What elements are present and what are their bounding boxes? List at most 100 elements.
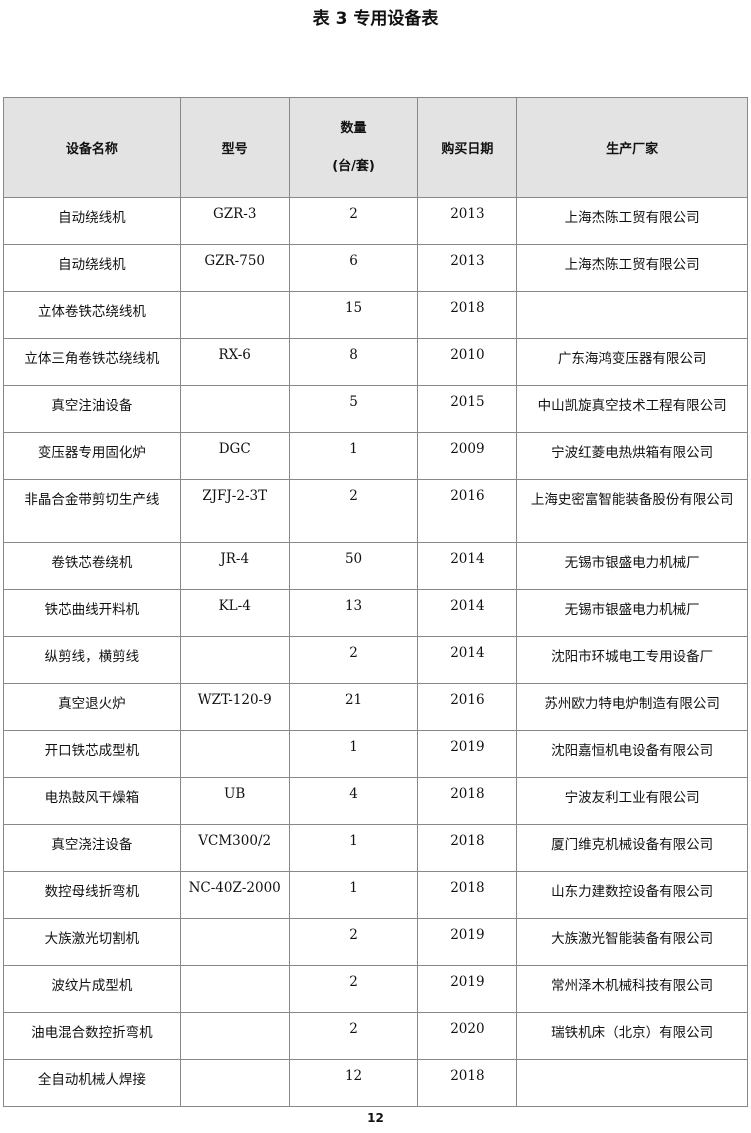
table-row: 全自动机械人焊接 12 2018 <box>3 1059 748 1107</box>
cell-qty: 6 <box>288 244 419 292</box>
cell-date: 2014 <box>417 636 518 684</box>
table-row: 真空注油设备 5 2015 中山凯旋真空技术工程有限公司 <box>3 385 748 433</box>
header-qty-line2: (台/套) <box>332 158 375 174</box>
cell-name: 纵剪线，横剪线 <box>3 636 181 684</box>
header-date: 购买日期 <box>417 97 518 198</box>
cell-maker: 上海杰陈工贸有限公司 <box>516 244 748 292</box>
header-qty: 数量 (台/套) <box>288 97 419 198</box>
cell-maker: 广东海鸿变压器有限公司 <box>516 338 748 386</box>
cell-name: 全自动机械人焊接 <box>3 1059 181 1107</box>
cell-qty: 2 <box>288 197 419 245</box>
cell-date: 2018 <box>417 871 518 919</box>
cell-date: 2016 <box>417 683 518 731</box>
cell-model <box>179 291 290 339</box>
cell-maker: 沈阳市环城电工专用设备厂 <box>516 636 748 684</box>
cell-name: 大族激光切割机 <box>3 918 181 966</box>
cell-maker: 苏州欧力特电炉制造有限公司 <box>516 683 748 731</box>
cell-name: 自动绕线机 <box>3 244 181 292</box>
cell-qty: 21 <box>288 683 419 731</box>
cell-model: KL-4 <box>179 589 290 637</box>
cell-qty: 1 <box>288 730 419 778</box>
table-row: 变压器专用固化炉 DGC 1 2009 宁波红菱电热烘箱有限公司 <box>3 432 748 480</box>
cell-name: 电热鼓风干燥箱 <box>3 777 181 825</box>
cell-qty: 2 <box>288 1012 419 1060</box>
cell-name: 开口铁芯成型机 <box>3 730 181 778</box>
cell-date: 2018 <box>417 1059 518 1107</box>
table-row: 自动绕线机 GZR-3 2 2013 上海杰陈工贸有限公司 <box>3 197 748 245</box>
cell-maker: 上海杰陈工贸有限公司 <box>516 197 748 245</box>
cell-maker: 无锡市银盛电力机械厂 <box>516 589 748 637</box>
table-row: 自动绕线机 GZR-750 6 2013 上海杰陈工贸有限公司 <box>3 244 748 292</box>
cell-qty: 2 <box>288 965 419 1013</box>
table-title: 表 3 专用设备表 <box>312 9 439 29</box>
cell-date: 2016 <box>417 479 518 543</box>
table-row: 大族激光切割机 2 2019 大族激光智能装备有限公司 <box>3 918 748 966</box>
cell-model: GZR-3 <box>179 197 290 245</box>
cell-model: GZR-750 <box>179 244 290 292</box>
cell-qty: 15 <box>288 291 419 339</box>
cell-model <box>179 385 290 433</box>
cell-maker: 宁波友利工业有限公司 <box>516 777 748 825</box>
cell-model: JR-4 <box>179 542 290 590</box>
table-row: 铁芯曲线开料机 KL-4 13 2014 无锡市银盛电力机械厂 <box>3 589 748 637</box>
header-maker: 生产厂家 <box>516 97 748 198</box>
cell-qty: 1 <box>288 871 419 919</box>
cell-date: 2010 <box>417 338 518 386</box>
cell-name: 真空注油设备 <box>3 385 181 433</box>
cell-name: 油电混合数控折弯机 <box>3 1012 181 1060</box>
page-number: 12 <box>367 1111 384 1125</box>
table-row: 卷铁芯卷绕机 JR-4 50 2014 无锡市银盛电力机械厂 <box>3 542 748 590</box>
table-row: 纵剪线，横剪线 2 2014 沈阳市环城电工专用设备厂 <box>3 636 748 684</box>
cell-model: UB <box>179 777 290 825</box>
cell-model <box>179 636 290 684</box>
cell-qty: 4 <box>288 777 419 825</box>
header-model: 型号 <box>179 97 290 198</box>
cell-qty: 50 <box>288 542 419 590</box>
cell-date: 2018 <box>417 291 518 339</box>
header-name: 设备名称 <box>3 97 181 198</box>
table-row: 数控母线折弯机 NC-40Z-2000 1 2018 山东力建数控设备有限公司 <box>3 871 748 919</box>
cell-model: ZJFJ-2-3T <box>179 479 290 543</box>
equipment-table: 设备名称 型号 数量 (台/套) 购买日期 生产厂家 自动绕线机 GZR-3 2 201… <box>3 97 748 1107</box>
cell-maker: 常州泽木机械科技有限公司 <box>516 965 748 1013</box>
cell-date: 2018 <box>417 824 518 872</box>
cell-date: 2019 <box>417 965 518 1013</box>
cell-date: 2014 <box>417 542 518 590</box>
cell-maker: 无锡市银盛电力机械厂 <box>516 542 748 590</box>
cell-qty: 2 <box>288 918 419 966</box>
cell-maker: 大族激光智能装备有限公司 <box>516 918 748 966</box>
cell-model: WZT-120-9 <box>179 683 290 731</box>
cell-date: 2009 <box>417 432 518 480</box>
cell-model <box>179 918 290 966</box>
cell-qty: 2 <box>288 479 419 543</box>
cell-qty: 5 <box>288 385 419 433</box>
cell-qty: 2 <box>288 636 419 684</box>
table-row: 电热鼓风干燥箱 UB 4 2018 宁波友利工业有限公司 <box>3 777 748 825</box>
cell-name: 铁芯曲线开料机 <box>3 589 181 637</box>
cell-name: 数控母线折弯机 <box>3 871 181 919</box>
table-row: 真空浇注设备 VCM300/2 1 2018 厦门维克机械设备有限公司 <box>3 824 748 872</box>
cell-date: 2013 <box>417 244 518 292</box>
cell-name: 波纹片成型机 <box>3 965 181 1013</box>
table-row: 立体卷铁芯绕线机 15 2018 <box>3 291 748 339</box>
header-row: 设备名称 型号 数量 (台/套) 购买日期 生产厂家 <box>3 97 748 198</box>
cell-name: 卷铁芯卷绕机 <box>3 542 181 590</box>
cell-name: 立体卷铁芯绕线机 <box>3 291 181 339</box>
cell-qty: 13 <box>288 589 419 637</box>
cell-maker: 宁波红菱电热烘箱有限公司 <box>516 432 748 480</box>
table-row: 开口铁芯成型机 1 2019 沈阳嘉恒机电设备有限公司 <box>3 730 748 778</box>
cell-model <box>179 1059 290 1107</box>
table-row: 真空退火炉 WZT-120-9 21 2016 苏州欧力特电炉制造有限公司 <box>3 683 748 731</box>
cell-model: NC-40Z-2000 <box>179 871 290 919</box>
cell-name: 真空退火炉 <box>3 683 181 731</box>
cell-qty: 12 <box>288 1059 419 1107</box>
cell-model: VCM300/2 <box>179 824 290 872</box>
cell-maker: 沈阳嘉恒机电设备有限公司 <box>516 730 748 778</box>
cell-name: 非晶合金带剪切生产线 <box>3 479 181 543</box>
table-row: 非晶合金带剪切生产线 ZJFJ-2-3T 2 2016 上海史密富智能装备股份有限公司 <box>3 479 748 543</box>
cell-qty: 8 <box>288 338 419 386</box>
cell-date: 2015 <box>417 385 518 433</box>
cell-date: 2019 <box>417 730 518 778</box>
cell-maker <box>516 1059 748 1107</box>
cell-name: 真空浇注设备 <box>3 824 181 872</box>
